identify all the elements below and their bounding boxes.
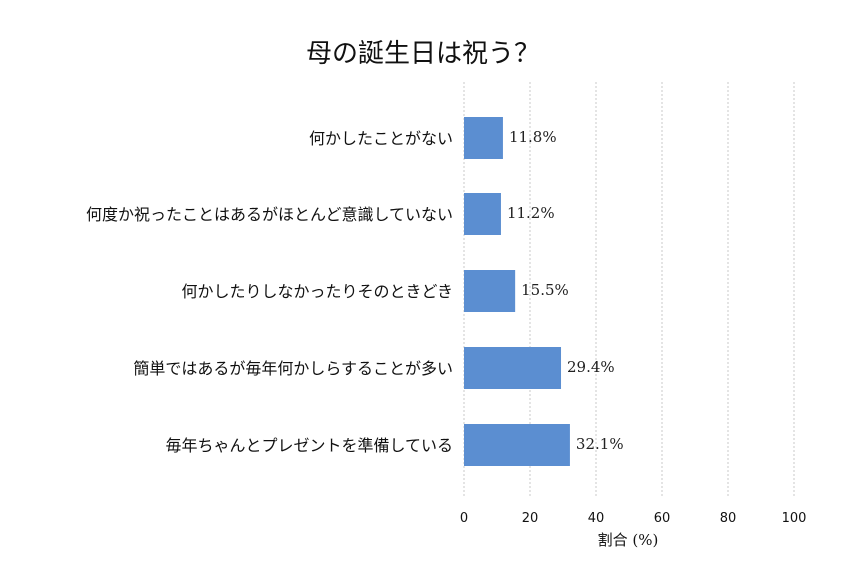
bar-2 (464, 193, 501, 235)
x-tick-label-40: 40 (588, 511, 605, 526)
x-tick-label-0: 0 (460, 511, 468, 526)
bars (464, 117, 570, 466)
category-label-2: 何度か祝ったことはあるがほとんど意識していない (86, 205, 453, 224)
bar-5 (464, 424, 570, 466)
category-label-5: 毎年ちゃんとプレゼントを準備している (165, 436, 453, 455)
value-label-1: 11.8% (509, 128, 557, 146)
x-tick-label-60: 60 (654, 511, 671, 526)
category-label-3: 何かしたりしなかったりそのときどき (181, 282, 453, 301)
bar-1 (464, 117, 503, 159)
chart-title: 母の誕生日は祝う？ (306, 39, 540, 69)
value-label-4: 29.4% (567, 358, 615, 376)
value-label-2: 11.2% (507, 204, 555, 222)
bar-3 (464, 270, 516, 312)
x-axis-label: 割合 (%) (598, 531, 659, 549)
bar-4 (464, 347, 562, 389)
x-tick-label-20: 20 (522, 511, 539, 526)
x-tick-label-80: 80 (720, 511, 737, 526)
value-label-3: 15.5% (521, 281, 569, 299)
value-labels: 11.8% 11.2% 15.5% 29.4% 32.1% (507, 128, 624, 453)
x-tick-label-100: 100 (782, 511, 807, 526)
category-label-4: 簡単ではあるが毎年何かしらすることが多い (133, 359, 453, 378)
category-labels: 何かしたことがない何度か祝ったことはあるがほとんど意識していない何かしたりしなか… (86, 129, 453, 455)
value-label-5: 32.1% (576, 435, 624, 453)
x-axis-ticks: 0 20 40 60 80 100 (460, 511, 807, 526)
category-label-1: 何かしたことがない (309, 129, 453, 148)
